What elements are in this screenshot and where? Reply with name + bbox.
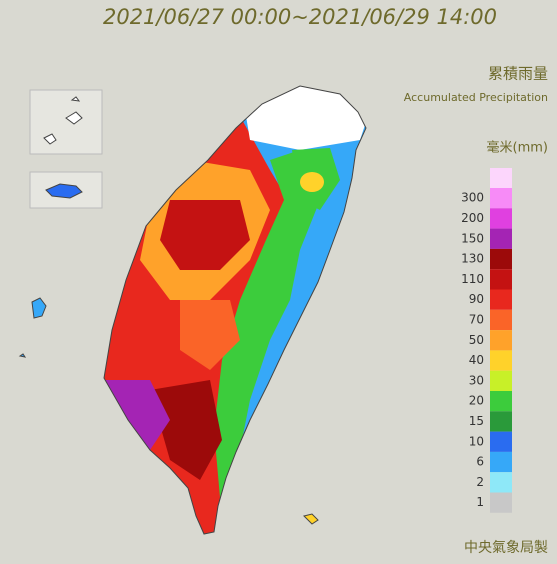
penghu-islands [18, 297, 47, 358]
legend-swatch [490, 228, 512, 249]
kinmen-islands [45, 183, 83, 199]
credit: 中央氣象局製 [464, 540, 548, 556]
legend-swatch [490, 269, 512, 290]
legend-swatch [490, 391, 512, 412]
label-en: Accumulated Precipitation [404, 91, 548, 104]
legend-swatch [490, 188, 512, 209]
legend-label: 110 [461, 272, 484, 286]
unit: 毫米(mm) [487, 140, 548, 156]
legend-label: 2 [476, 475, 484, 489]
legend-label: 15 [469, 414, 484, 428]
legend-swatch [490, 330, 512, 351]
legend-swatch [490, 248, 512, 270]
legend-label: 70 [469, 312, 484, 326]
legend: 300 200 150 130 110 90 70 50 40 30 20 15 10 6 2 1 [461, 188, 512, 513]
legend-swatch [490, 208, 512, 229]
legend-swatch [490, 472, 512, 493]
legend-label: 90 [469, 292, 484, 306]
legend-label: 50 [469, 333, 484, 347]
legend-label: 6 [476, 455, 484, 469]
legend-label: 130 [461, 252, 484, 266]
legend-label: 1 [476, 495, 484, 509]
legend-swatch [490, 309, 512, 331]
legend-swatch [490, 411, 512, 432]
legend-label: 10 [469, 434, 484, 448]
legend-swatch [490, 431, 512, 452]
legend-swatch [490, 492, 512, 513]
legend-swatch [490, 289, 512, 310]
legend-label: 20 [469, 394, 484, 408]
title: 2021/06/27 00:00~2021/06/29 14:00 [103, 5, 497, 29]
legend-label: 300 [461, 191, 484, 205]
legend-swatch [490, 451, 512, 473]
legend-label: 40 [469, 353, 484, 367]
orchid-island [303, 513, 319, 525]
matsu-islands [43, 96, 83, 145]
legend-swatch [490, 350, 512, 371]
legend-label: 200 [461, 211, 484, 225]
taiwan-outline [103, 85, 367, 535]
legend-label: 150 [461, 231, 484, 245]
legend-swatch [490, 370, 512, 391]
legend-top-swatch [490, 168, 512, 188]
inset-matsu [29, 89, 103, 155]
label-zh: 累積雨量 [488, 65, 548, 83]
legend-label: 30 [469, 373, 484, 387]
